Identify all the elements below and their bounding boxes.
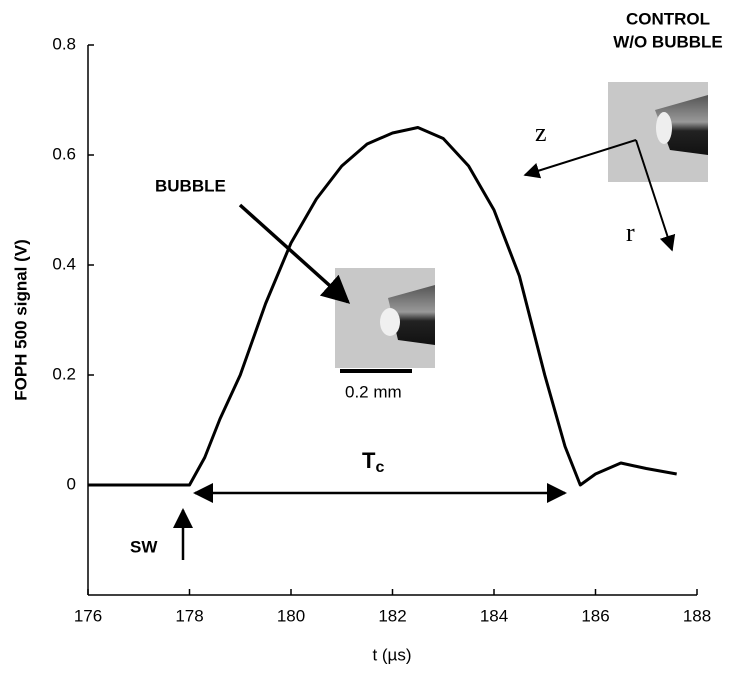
signal-line [88, 126, 677, 487]
x-tick-label: 182 [378, 606, 406, 625]
x-tick-label: 186 [581, 606, 609, 625]
axis-r: r [626, 218, 635, 247]
annotation: W/O BUBBLE [613, 32, 723, 51]
bubble-image [335, 268, 435, 373]
control-image [608, 82, 708, 182]
tc-label: Tc [362, 448, 384, 476]
x-tick-label: 180 [277, 606, 305, 625]
annotation: SW [130, 537, 158, 556]
y-axis-label: FOPH 500 signal (V) [11, 239, 30, 401]
x-tick-label: 188 [683, 606, 711, 625]
y-tick-label: 0 [67, 474, 76, 493]
x-tick-label: 184 [480, 606, 508, 625]
y-tick-label: 0.6 [52, 144, 76, 163]
tc-main: T [362, 448, 376, 473]
arrows [173, 139, 676, 560]
y-tick-label: 0.2 [52, 364, 76, 383]
x-axis-label: t (µs) [372, 645, 411, 664]
annotation: CONTROL [626, 9, 710, 28]
tc-sub: c [375, 459, 384, 476]
axis-z: z [535, 118, 547, 147]
scale-label: 0.2 mm [345, 382, 402, 401]
y-tick-label: 0.8 [52, 34, 76, 53]
y-tick-label: 0.4 [52, 254, 76, 273]
annotation: BUBBLE [155, 176, 226, 195]
x-tick-label: 176 [74, 606, 102, 625]
x-tick-label: 178 [175, 606, 203, 625]
